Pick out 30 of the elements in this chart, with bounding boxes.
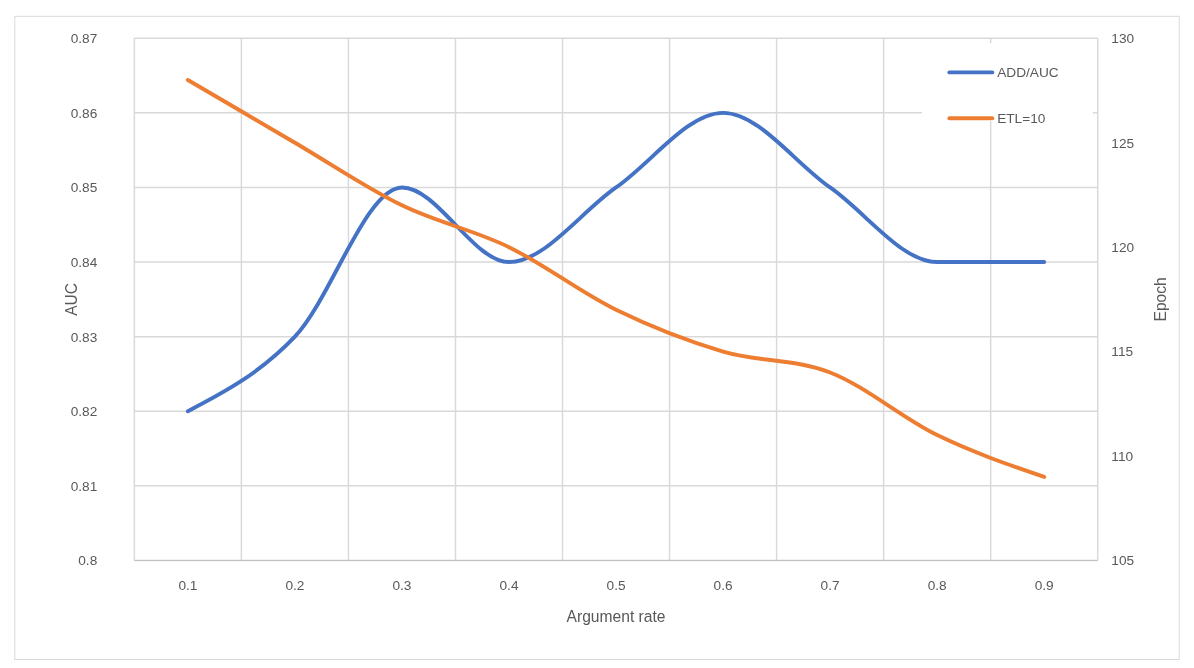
y-tick-label: 0.83 xyxy=(70,329,98,345)
x-tick-label: 0.8 xyxy=(927,577,947,593)
x-tick-label: 0.5 xyxy=(606,577,626,593)
y2-tick-label: 130 xyxy=(1111,31,1135,47)
line-series xyxy=(185,78,1047,479)
y-tick-label: 0.84 xyxy=(70,254,98,270)
x-tick-label: 0.4 xyxy=(499,577,519,593)
legend-label: ETL=10 xyxy=(997,111,1046,127)
y-tick-label: 0.87 xyxy=(70,31,98,47)
y2-tick-label: 120 xyxy=(1111,240,1135,256)
y-axis-title: AUC xyxy=(62,282,80,316)
x-axis-title: Argument rate xyxy=(566,607,666,625)
y2-axis-title: Epoch xyxy=(1152,277,1170,322)
y2-tick-label: 125 xyxy=(1111,135,1135,151)
y-tick-label: 0.86 xyxy=(70,105,98,121)
y2-tick-label: 105 xyxy=(1111,553,1135,569)
x-tick-label: 0.2 xyxy=(285,577,305,593)
line-series xyxy=(185,110,1047,414)
x-tick-label: 0.9 xyxy=(1034,577,1054,593)
y2-tick-label: 110 xyxy=(1111,448,1134,464)
y2-tick-label: 115 xyxy=(1111,344,1134,360)
x-tick-label: 0.7 xyxy=(820,577,840,593)
y-tick-label: 0.8 xyxy=(78,553,98,569)
legend-label: ADD/AUC xyxy=(997,65,1059,81)
x-tick-label: 0.1 xyxy=(178,577,198,593)
y-tick-label: 0.85 xyxy=(70,180,98,196)
y-tick-label: 0.81 xyxy=(70,478,98,494)
x-tick-label: 0.3 xyxy=(392,577,412,593)
y-tick-label: 0.82 xyxy=(70,404,98,420)
x-tick-label: 0.6 xyxy=(713,577,733,593)
